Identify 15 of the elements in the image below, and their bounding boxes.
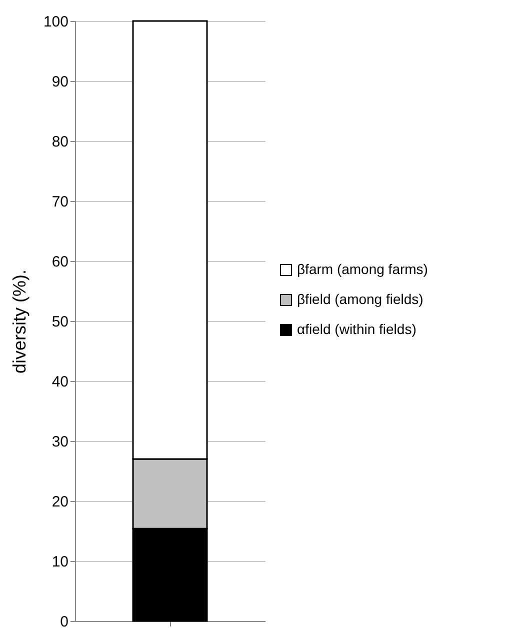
- y-tick-label: 60: [52, 254, 68, 270]
- y-tick-label: 30: [52, 434, 68, 450]
- y-axis-title: diversity (%).: [9, 269, 30, 374]
- y-tick-label: 20: [52, 494, 68, 510]
- y-tick-label: 70: [52, 194, 68, 210]
- y-tick-label: 0: [60, 614, 68, 630]
- legend-label: βfarm (among farms): [297, 261, 428, 277]
- y-tick-label: 100: [43, 14, 68, 30]
- y-tick-label: 40: [52, 374, 68, 390]
- y-tick-label: 10: [52, 554, 68, 570]
- y-tick-label: 90: [52, 74, 68, 90]
- legend-label: αfield (within fields): [297, 321, 416, 337]
- y-tick-label: 80: [52, 134, 68, 150]
- y-tick-label: 50: [52, 314, 68, 330]
- legend-label: βfield (among fields): [297, 291, 424, 307]
